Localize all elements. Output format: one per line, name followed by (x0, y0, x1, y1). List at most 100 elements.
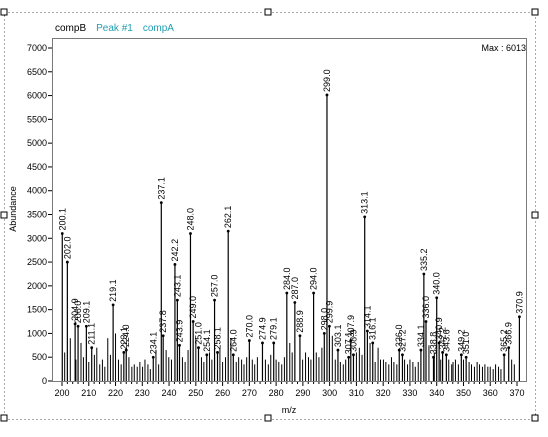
peak-label: 234.1 (148, 332, 158, 355)
peak-label: 202.0 (62, 237, 72, 260)
peak-marker (122, 351, 126, 354)
peak-marker (365, 329, 369, 333)
peak-label: 243.1 (172, 275, 182, 298)
y-axis-label: Abundance (8, 186, 18, 232)
x-tick-label: 310 (349, 388, 364, 398)
peak-label: 299.0 (322, 69, 332, 92)
peak-marker (191, 320, 195, 323)
resize-handle-top-right[interactable] (531, 8, 539, 16)
resize-handle-mid-left[interactable] (0, 211, 8, 219)
resize-handle-bottom-mid[interactable] (264, 414, 272, 422)
peak-marker (349, 339, 353, 342)
peak-label: 223.1 (119, 327, 129, 350)
peak-marker (312, 291, 315, 295)
peak-label: 338.8 (428, 332, 438, 355)
legend-peak: Peak #1 (96, 23, 133, 34)
peak-label: 349.2 (456, 329, 466, 352)
peak-marker (419, 348, 423, 352)
peak-marker (347, 355, 351, 359)
y-tick-label: 3000 (27, 233, 47, 243)
peak-marker (197, 346, 200, 350)
legend-compA: compA (142, 23, 174, 34)
peak-marker (444, 353, 448, 357)
y-axis: 0 500 1000 1500 2000 2500 3000 3500 4000 4500 5000… (27, 43, 52, 386)
x-tick-label: 200 (54, 388, 69, 398)
peak-marker (124, 348, 128, 352)
peak-marker (178, 343, 181, 347)
peak-label: 287.0 (290, 277, 300, 300)
peak-marker (189, 232, 192, 235)
peak-label: 327.2 (397, 329, 407, 352)
peak-label: 336.0 (421, 296, 431, 319)
y-tick-label: 1000 (27, 328, 47, 338)
peak-label: 307.1 (344, 332, 354, 355)
x-tick-label: 320 (376, 388, 391, 398)
peak-label: 288.9 (295, 310, 305, 333)
peak-marker (261, 341, 264, 345)
peak-marker (298, 334, 302, 338)
peak-marker (173, 263, 177, 266)
peak-marker (216, 351, 219, 354)
peak-marker (161, 334, 165, 338)
y-tick-label: 4500 (27, 162, 47, 172)
peak-label: 351.0 (461, 332, 471, 355)
peak-label: 249.0 (188, 296, 198, 319)
x-tick-label: 220 (108, 388, 123, 398)
peak-marker (502, 353, 506, 357)
peak-marker (464, 355, 468, 359)
peak-marker (65, 260, 69, 264)
peak-label: 224.0 (121, 325, 131, 348)
peak-label: 340.9 (434, 317, 444, 340)
peak-marker (424, 320, 428, 323)
peak-label: 251.0 (194, 322, 204, 345)
peak-marker (175, 298, 179, 302)
peak-marker (231, 353, 235, 357)
peak-label: 274.9 (257, 317, 267, 340)
y-tick-label: 5000 (27, 138, 47, 148)
x-tick-label: 280 (269, 388, 284, 398)
x-tick-label: 300 (322, 388, 337, 398)
peak-marker (422, 272, 426, 276)
peak-label: 284.0 (282, 267, 292, 290)
x-tick-label: 270 (242, 388, 257, 398)
x-tick-label: 240 (162, 388, 177, 398)
peak-label: 298.0 (319, 308, 329, 331)
peak-label: 326.0 (394, 325, 404, 348)
resize-handle-mid-right[interactable] (531, 211, 539, 219)
peak-label: 334.1 (416, 325, 426, 348)
peak-label: 200.1 (57, 208, 67, 231)
x-tick-label: 250 (188, 388, 203, 398)
peak-label: 314.1 (362, 306, 372, 329)
peak-marker (371, 341, 375, 345)
peak-marker (459, 353, 463, 357)
peak-label: 279.1 (269, 317, 279, 340)
peak-label: 258.1 (213, 327, 223, 350)
peak-label: 308.9 (348, 329, 358, 352)
peak-marker (441, 351, 444, 354)
y-tick-label: 0 (42, 376, 47, 386)
resize-handle-bottom-right[interactable] (531, 414, 539, 422)
peak-marker (437, 341, 441, 345)
peak-marker (432, 355, 435, 359)
peak-marker (213, 298, 216, 302)
resize-handle-top-left[interactable] (0, 8, 8, 16)
peak-label: 237.1 (156, 177, 166, 200)
peak-label: 211.1 (87, 323, 97, 345)
y-tick-label: 2500 (27, 257, 47, 267)
resize-handle-bottom-left[interactable] (0, 414, 8, 422)
peak-marker (90, 346, 94, 350)
resize-handle-top-mid[interactable] (264, 8, 272, 16)
peak-marker (151, 355, 155, 359)
x-tick-label: 340 (429, 388, 444, 398)
peak-marker (247, 339, 251, 342)
peak-marker (76, 324, 80, 328)
peak-label: 242.2 (170, 239, 180, 262)
peak-label: 206.0 (73, 301, 83, 324)
peak-marker (205, 353, 209, 357)
x-tick-label: 370 (509, 388, 524, 398)
peak-marker (226, 229, 230, 233)
peak-label: 342.2 (438, 327, 448, 350)
peak-label: 313.1 (360, 191, 370, 214)
peak-label: 204.9 (70, 298, 80, 321)
